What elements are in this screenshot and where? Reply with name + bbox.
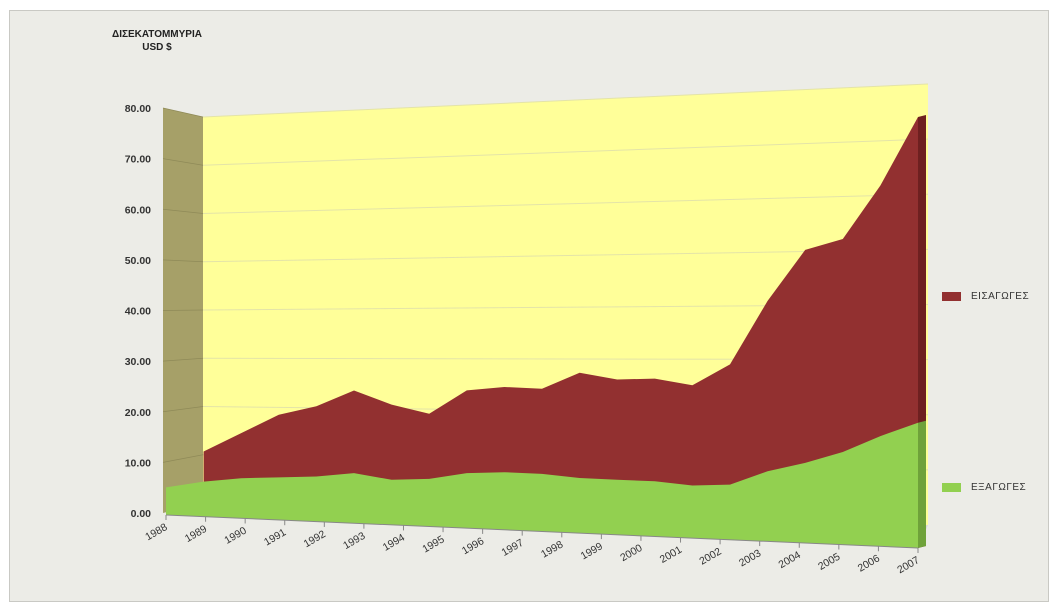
x-tick-label: 2007 — [895, 554, 921, 576]
x-tick-label: 2006 — [856, 552, 882, 574]
legend-item-imports: ΕΙΣΑΓΩΓΕΣ — [942, 291, 1029, 302]
x-tick-label: 1993 — [341, 530, 367, 552]
gridline-side — [162, 357, 204, 362]
y-axis-title-line-1: ΔΙΣΕΚΑΤΟΜΜΥΡΙΑ — [112, 29, 202, 40]
gridline-side — [162, 309, 204, 311]
exports-area — [166, 422, 918, 548]
exports-side — [918, 420, 926, 548]
gridline — [202, 83, 929, 118]
legend-item-exports: ΕΞΑΓΩΓΕΣ — [942, 482, 1026, 493]
legend-label-imports: ΕΙΣΑΓΩΓΕΣ — [971, 291, 1030, 302]
x-tick-label: 2004 — [777, 549, 803, 571]
y-tick-label: 20.00 — [125, 407, 151, 419]
y-axis-title: ΔΙΣΕΚΑΤΟΜΜΥΡΙΑ USD $ — [82, 28, 232, 54]
x-tick-label: 2000 — [618, 542, 644, 564]
x-tick-label: 1994 — [381, 532, 407, 554]
x-axis-line — [165, 514, 919, 549]
y-tick-label: 40.00 — [125, 306, 151, 318]
gridline-side — [162, 259, 204, 263]
x-tick-label: 1988 — [143, 521, 169, 543]
legend-label-exports: ΕΞΑΓΩΓΕΣ — [971, 482, 1027, 493]
gridline-side — [162, 107, 204, 118]
x-tick-label: 1995 — [420, 533, 446, 555]
x-tick-label: 2003 — [737, 547, 763, 569]
y-tick-label: 0.00 — [131, 508, 152, 520]
imports-area — [203, 117, 919, 548]
legend-swatch-exports — [942, 483, 961, 492]
gridline-side — [162, 454, 204, 463]
y-tick-label: 60.00 — [125, 204, 151, 216]
y-tick-label: 80.00 — [125, 103, 151, 115]
x-tick-label: 2005 — [816, 551, 842, 573]
x-tick-label: 1996 — [460, 535, 486, 557]
y-tick-label: 50.00 — [125, 255, 151, 267]
gridline — [202, 138, 929, 166]
x-tick-label: 1991 — [262, 526, 288, 548]
gridline-side — [162, 208, 204, 214]
y-tick-label: 70.00 — [125, 154, 151, 166]
y-tick-label: 10.00 — [125, 457, 151, 469]
y-axis-title-line-2: USD $ — [142, 42, 172, 53]
y-tick-label: 30.00 — [125, 356, 151, 368]
x-tick-label: 1992 — [302, 528, 328, 550]
x-tick-label: 1990 — [222, 525, 248, 547]
legend-swatch-imports — [942, 292, 961, 301]
x-tick-label: 1999 — [579, 540, 605, 562]
gridline-side — [162, 158, 204, 166]
x-tick-label: 1998 — [539, 538, 565, 560]
x-tick-label: 1989 — [183, 523, 209, 545]
gridline — [202, 193, 929, 214]
x-tick-label: 2001 — [658, 544, 684, 566]
x-tick-label: 2002 — [697, 545, 723, 567]
gridline-side — [162, 406, 204, 413]
x-tick-label: 1997 — [499, 537, 525, 559]
